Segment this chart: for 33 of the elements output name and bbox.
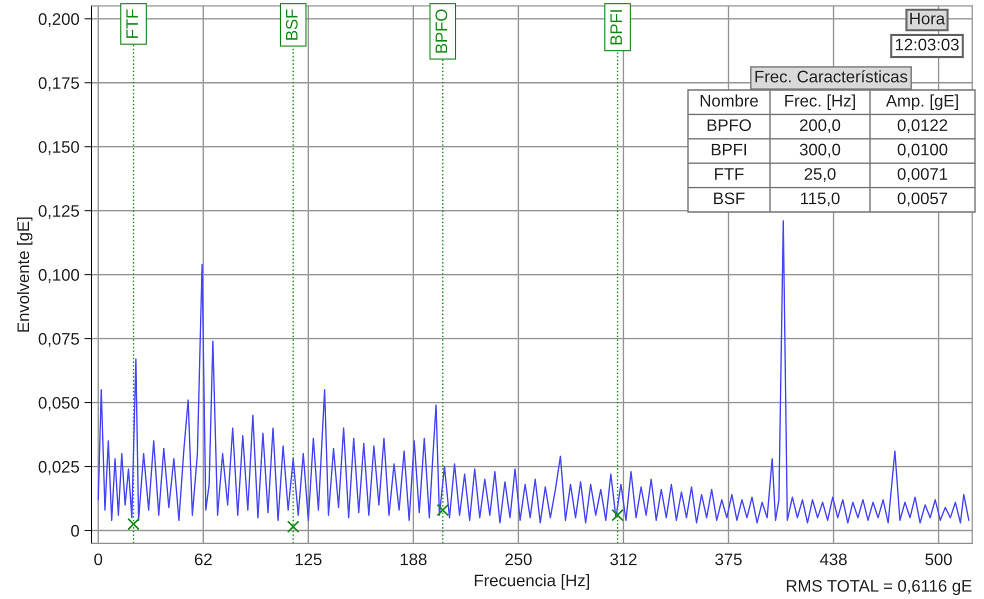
- y-tick-label: 0: [71, 524, 80, 537]
- point: [436, 504, 449, 516]
- y-tick-label: 0,150: [38, 141, 80, 155]
- annotation: 12:03:03: [896, 38, 959, 50]
- point: [611, 508, 624, 522]
- x-tick-label: 125: [296, 553, 322, 566]
- y-tick-label: 0,100: [38, 269, 80, 283]
- y-tick-label: 0,125: [38, 205, 80, 219]
- y-tick-label: 0,075: [38, 333, 80, 347]
- y-tick-label: 0,200: [38, 13, 80, 27]
- ref-line-label: BPFI: [610, 10, 622, 44]
- y-tick-label: 0,025: [38, 460, 80, 475]
- x-tick-label: 250: [505, 553, 532, 566]
- point: [127, 518, 140, 530]
- x-tick-label: 375: [715, 553, 742, 566]
- annotation: Frec. Características: [756, 70, 908, 82]
- text: RMS TOTAL = 0,6116 gE: [786, 580, 972, 596]
- x-tick-label: 62: [194, 553, 212, 566]
- y-tick-label: 0,050: [38, 396, 80, 411]
- x-tick-label: 438: [820, 553, 847, 566]
- line-series: [98, 220, 970, 524]
- y-tick-label: 0,175: [38, 77, 80, 91]
- y-axis-title: Envolvente [gE]: [16, 217, 32, 332]
- point: [286, 520, 300, 533]
- x-tick-label: 0: [94, 553, 102, 566]
- x-tick-label: 312: [610, 553, 637, 566]
- x-tick-label: 500: [925, 553, 952, 566]
- ref-line-label: BPFO: [435, 9, 448, 53]
- ref-line-label: BSF: [286, 9, 298, 40]
- x-tick-label: 188: [400, 553, 427, 566]
- ref-line-label: FTF: [126, 9, 138, 38]
- x-axis-title: Frecuencia [Hz]: [474, 574, 590, 590]
- annotation: Hora: [910, 12, 946, 24]
